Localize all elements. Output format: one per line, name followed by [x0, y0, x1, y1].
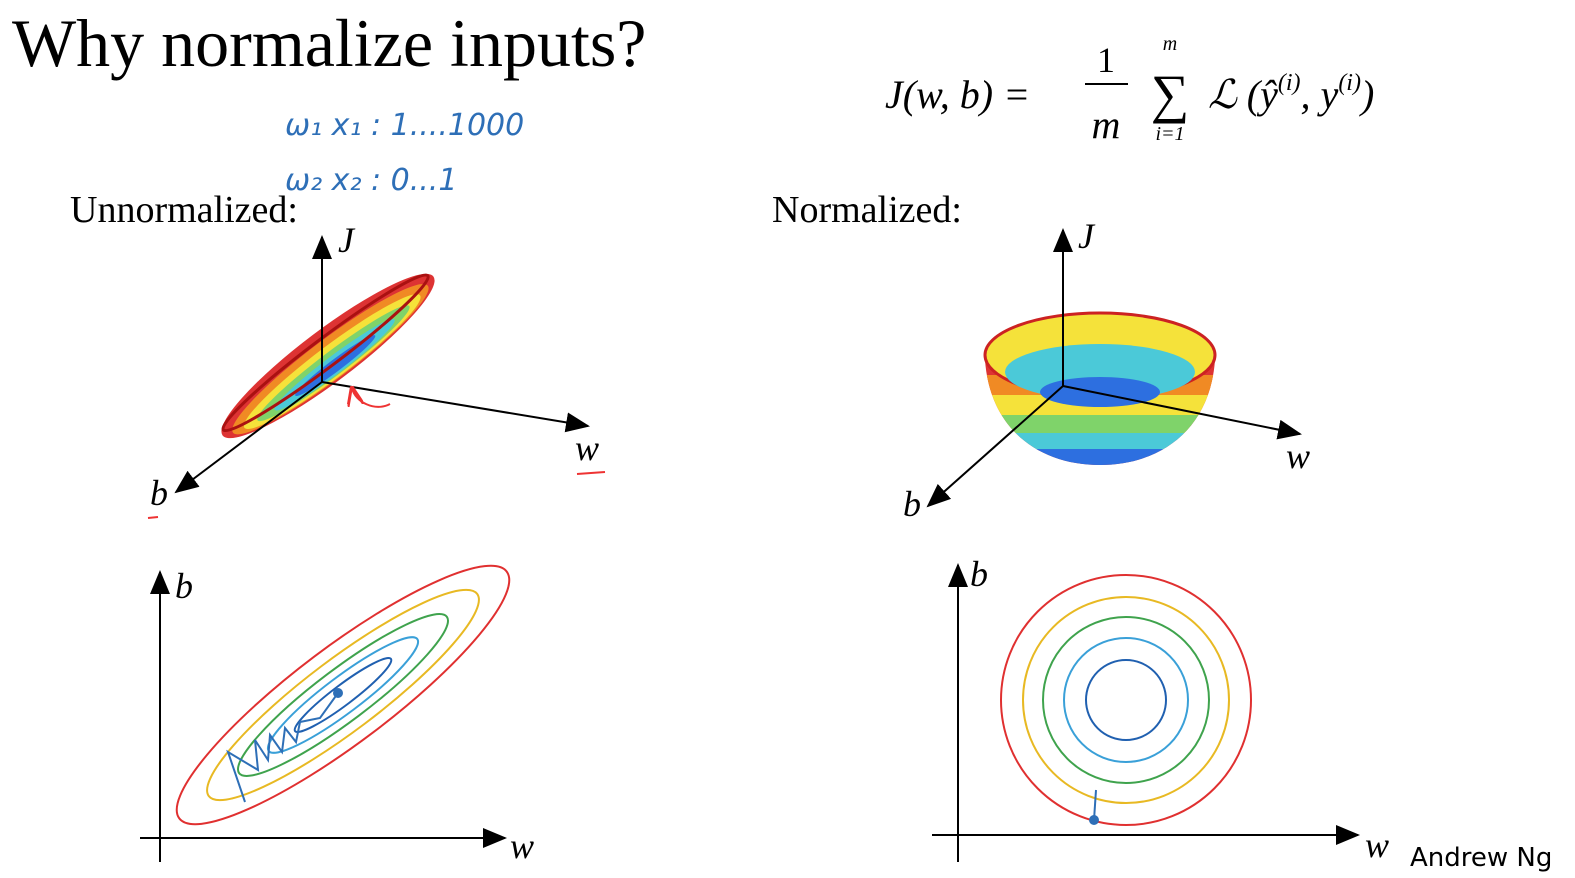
contour: [1063, 637, 1189, 763]
gradient-path: [1093, 789, 1097, 821]
formula-lhs: J(w, b) =: [885, 72, 1030, 117]
formula-lower: i=1: [1155, 123, 1184, 145]
band: [295, 335, 376, 397]
axis-label: w: [510, 826, 534, 866]
contour: [293, 657, 393, 733]
formula-sum: ∑: [1151, 64, 1190, 124]
axis-label: w: [575, 428, 599, 468]
axis-label: b: [175, 566, 193, 606]
contour: [1042, 616, 1210, 784]
rim: [221, 273, 430, 433]
term: , y: [1301, 72, 1339, 117]
formula-numerator: 1: [1097, 40, 1115, 80]
contour: [237, 613, 449, 777]
axis: [174, 381, 323, 494]
gradient-path: [226, 692, 339, 803]
contours: [1000, 574, 1252, 826]
contour: [1085, 659, 1167, 741]
axis-label: w: [1286, 436, 1310, 476]
axis: [1062, 385, 1302, 440]
axis-label: J: [338, 220, 356, 260]
axis-label: w: [1365, 825, 1389, 865]
footer: Andrew Ng: [1410, 843, 1552, 873]
axis-label: b: [903, 484, 921, 524]
note: ω₁ x₁ : 1....1000: [285, 108, 524, 143]
contour: [1022, 596, 1230, 804]
axis-label: b: [150, 473, 168, 513]
note: ω₂ x₂ : 0...1: [285, 163, 457, 198]
formula-denominator: m: [1092, 102, 1121, 147]
surface: [221, 273, 435, 439]
axis-label: J: [1078, 216, 1096, 256]
minimum: [333, 688, 343, 698]
panel-label: Unnormalized:: [70, 189, 298, 231]
contour: [175, 564, 511, 826]
annotation: [147, 388, 606, 519]
panel-label: Normalized:: [772, 189, 962, 231]
axis: [926, 385, 1064, 508]
contour: [206, 588, 480, 802]
sup: (i): [1278, 70, 1301, 96]
band: [985, 415, 1215, 433]
start-point: [1089, 815, 1099, 825]
formula: J(w, b) = 1 m ∑ m i=1 ℒ (ŷ(i), y(i)): [885, 33, 1374, 147]
band: [985, 433, 1215, 449]
title: Why normalize inputs?: [12, 5, 646, 81]
sup: (i): [1338, 70, 1361, 96]
formula-upper: m: [1163, 33, 1177, 55]
term: ): [1359, 72, 1374, 117]
axis-label: b: [970, 554, 988, 594]
formula-term: ℒ (ŷ(i), y(i)): [1208, 70, 1374, 117]
term: ℒ (ŷ: [1208, 72, 1278, 117]
contour: [1000, 574, 1252, 826]
